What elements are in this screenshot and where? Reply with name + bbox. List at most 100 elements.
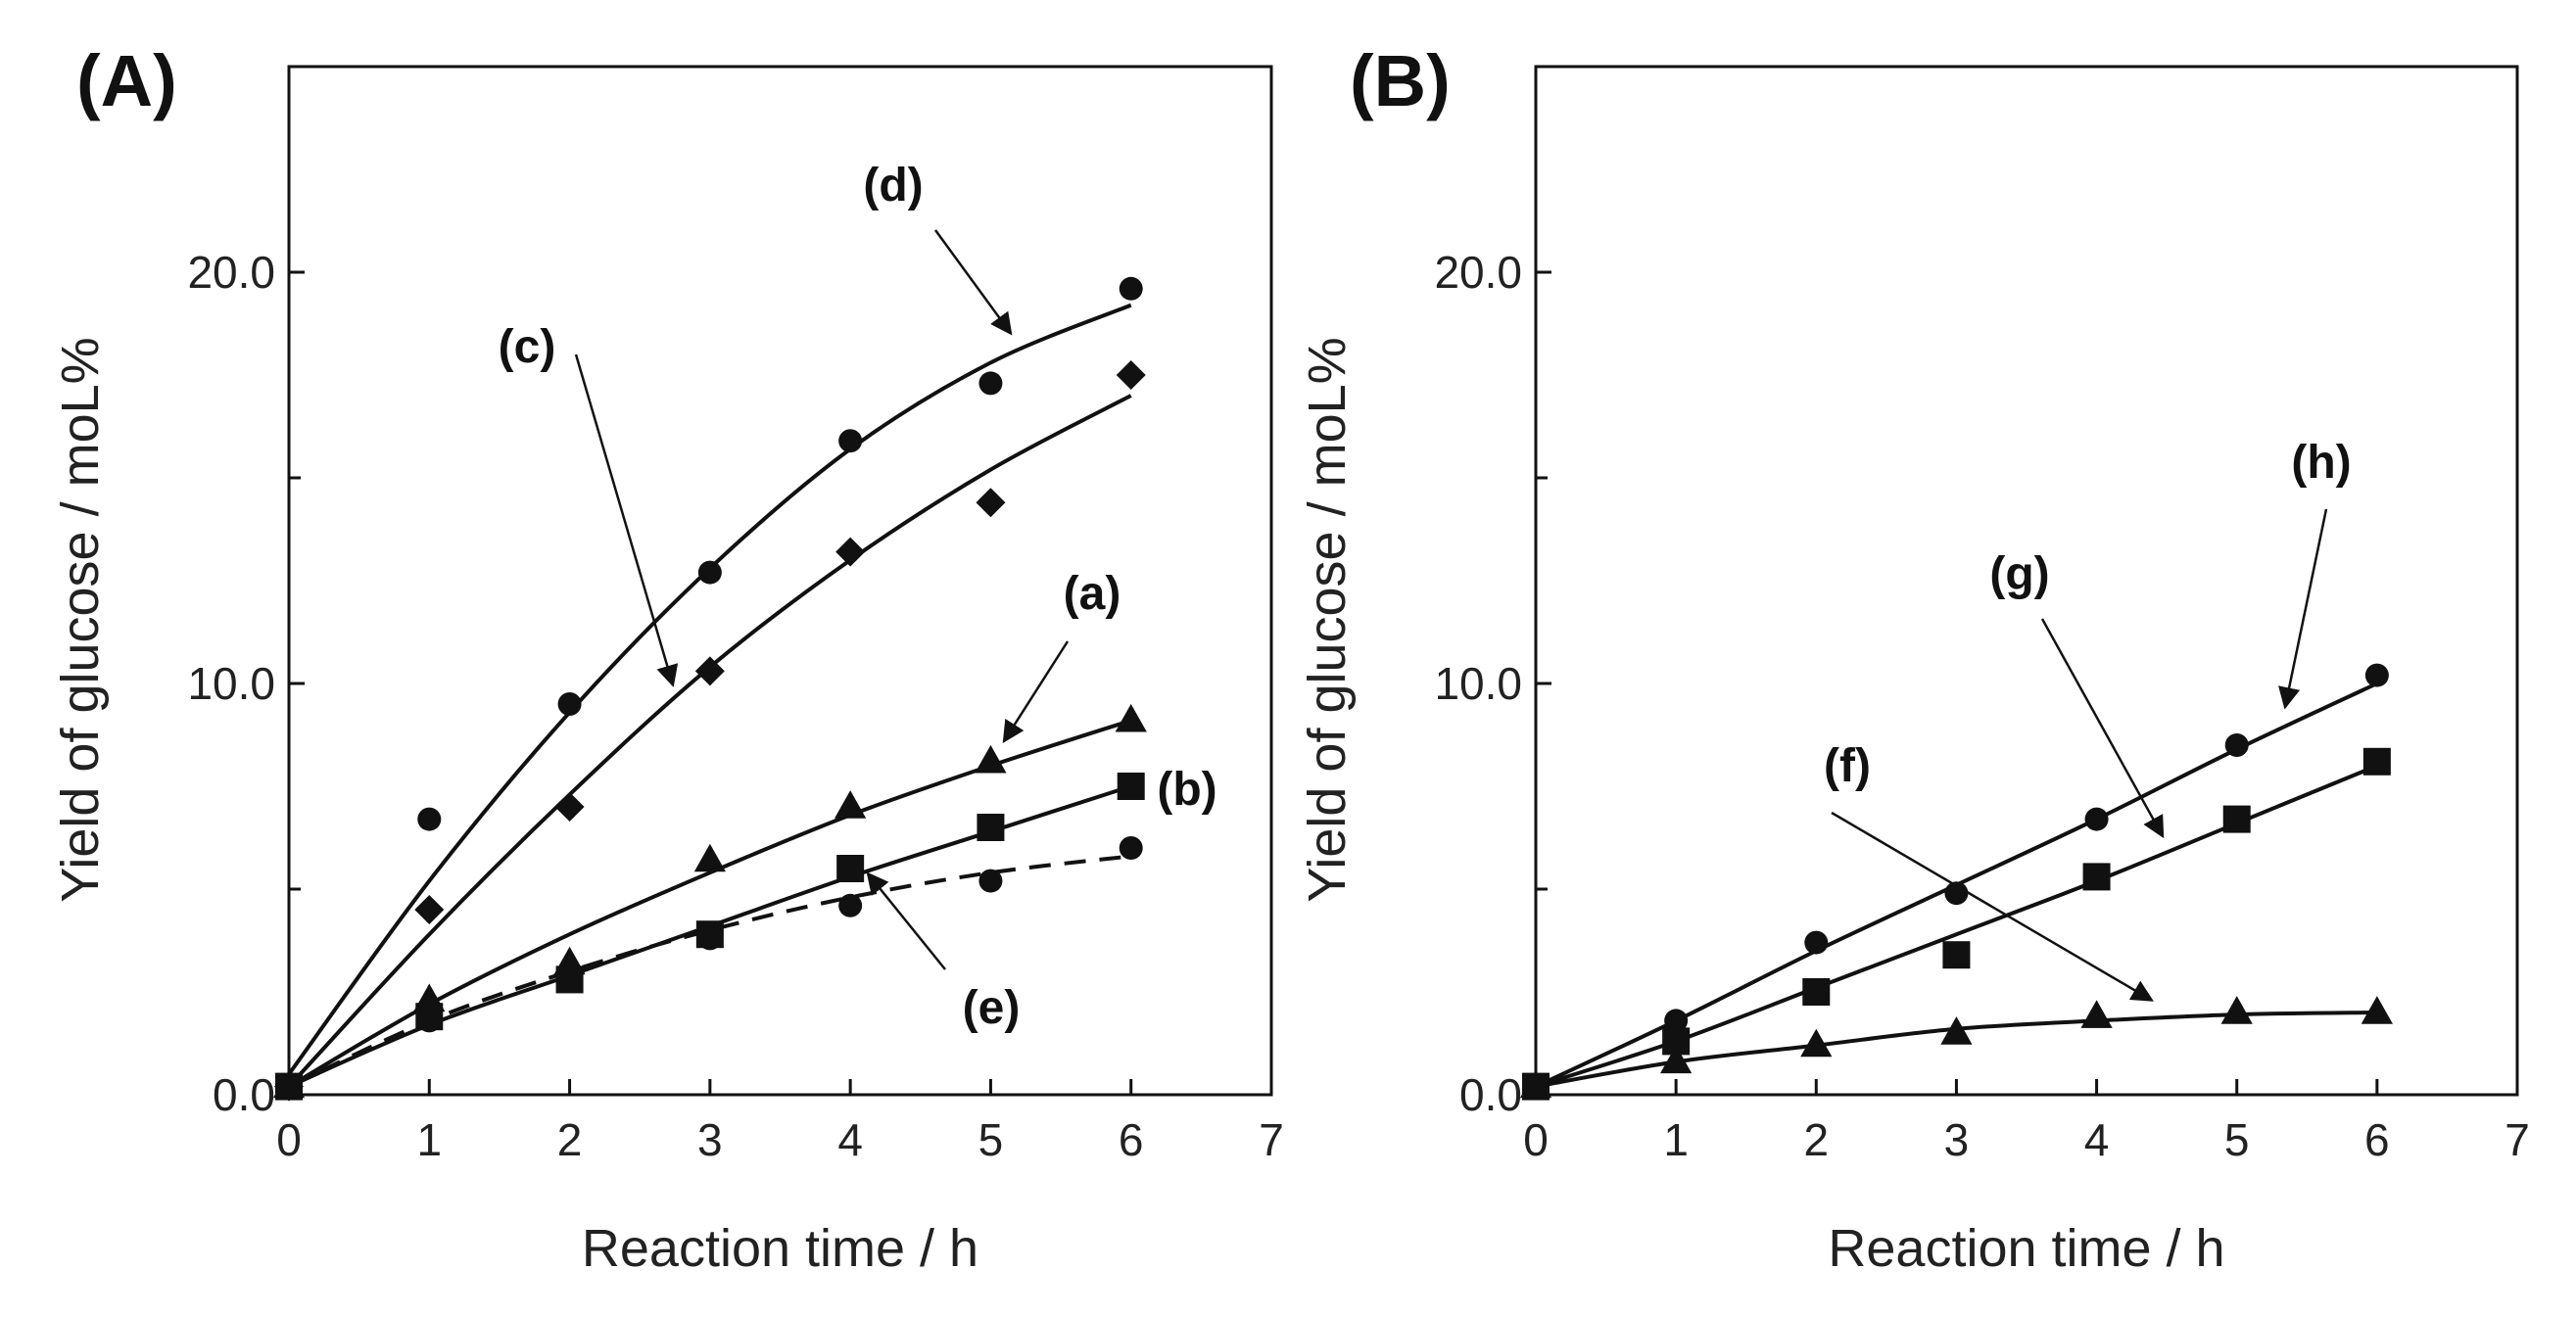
data-point: [557, 960, 582, 983]
data-point: [2084, 807, 2109, 831]
data-point: [1117, 773, 1145, 800]
data-point: [838, 429, 863, 453]
data-point: [697, 926, 722, 951]
x-tick-label: 2: [1803, 1114, 1829, 1165]
series-a: [272, 703, 1147, 1099]
data-point: [694, 656, 725, 686]
fit-curve: [288, 854, 1131, 1089]
x-tick-label: 5: [2224, 1114, 2250, 1165]
fit-curve: [287, 303, 1132, 1076]
annotation-label: (d): [863, 160, 923, 212]
y-tick-label: 0.0: [1459, 1069, 1522, 1120]
data-point: [975, 744, 1007, 774]
x-tick-label: 6: [1119, 1114, 1144, 1165]
x-tick-label: 0: [276, 1114, 302, 1165]
x-tick-label: 7: [2504, 1114, 2530, 1165]
annotation-e: (e): [866, 871, 1021, 1034]
data-point: [838, 893, 863, 917]
data-point: [1115, 703, 1147, 732]
data-point: [1660, 1045, 1693, 1074]
x-tick-label: 0: [1523, 1114, 1549, 1165]
data-point: [1804, 930, 1829, 955]
series-d: [277, 276, 1143, 1099]
panel-a: (A) 0 1 2 3 4 5 6 7 0.0 10.0 20.0 Reaction time / h Y…: [51, 40, 1284, 1278]
panel-label: (A): [76, 40, 177, 121]
data-point: [554, 792, 585, 822]
panel-label: (B): [1350, 40, 1451, 121]
x-tick-label: 4: [837, 1114, 863, 1165]
annotation-h: (h): [2278, 437, 2352, 710]
y-tick-label: 20.0: [187, 247, 275, 298]
annotation-label: (b): [1157, 764, 1216, 816]
x-tick-label: 1: [416, 1114, 442, 1165]
data-point: [2082, 863, 2111, 891]
data-point: [2364, 663, 2389, 687]
data-point: [1116, 360, 1146, 390]
data-point: [1664, 1009, 1689, 1033]
annotation-d: (d): [863, 160, 1013, 336]
panel-b: (B) 0 1 2 3 4 5 6 7 0.0 10.0 20.0 Reaction time / h Y…: [1298, 40, 2530, 1278]
annotation-arrow: [866, 871, 946, 970]
x-tick-label: 5: [978, 1114, 1004, 1165]
data-point: [417, 1009, 442, 1033]
x-axis-label: Reaction time / h: [1828, 1219, 2224, 1278]
data-point: [1802, 978, 1831, 1006]
annotation-arrow: [1831, 811, 2154, 1002]
data-point: [557, 692, 582, 716]
series-f: [1519, 996, 2393, 1099]
annotation-arrow: [2040, 618, 2165, 839]
series-g: [1522, 747, 2391, 1101]
y-tick-label: 10.0: [1434, 658, 1522, 709]
x-tick-label: 6: [2364, 1114, 2390, 1165]
x-axis-label: Reaction time / h: [582, 1219, 978, 1278]
x-tick-label: 7: [1259, 1114, 1284, 1165]
y-tick-label: 0.0: [213, 1069, 275, 1120]
data-point: [414, 895, 445, 924]
plot-frame: [287, 65, 1273, 1097]
data-point: [1800, 1028, 1833, 1058]
data-point: [836, 855, 865, 882]
x-tick-label: 4: [2084, 1114, 2110, 1165]
annotation-arrow: [1002, 640, 1070, 743]
data-point: [2222, 805, 2251, 833]
annotation-arrow: [574, 353, 679, 687]
data-point: [835, 537, 866, 567]
data-point: [697, 560, 722, 585]
annotation-label: (g): [1989, 548, 2049, 600]
annotation-arrow: [2278, 508, 2328, 710]
y-axis-label: Yield of glucose / moL%: [51, 337, 110, 902]
annotation-label: (a): [1064, 568, 1121, 620]
annotation-label: (e): [963, 982, 1021, 1034]
data-point: [2224, 733, 2249, 757]
data-point: [1119, 836, 1143, 860]
series-e: [277, 836, 1143, 1099]
annotation-g: (g): [1989, 548, 2165, 839]
y-axis-label: Yield of glucose / moL%: [1298, 337, 1357, 902]
x-tick-label: 3: [697, 1114, 723, 1165]
plot-frame: [1534, 65, 2519, 1097]
annotation-label: (f): [1824, 740, 1871, 792]
data-point: [978, 371, 1003, 396]
data-point: [2362, 747, 2391, 776]
annotation-b: (b): [1157, 764, 1216, 816]
x-tick-label: 2: [557, 1114, 583, 1165]
data-point: [2220, 996, 2253, 1024]
annotation-label: (h): [2291, 437, 2351, 489]
data-point: [693, 843, 726, 872]
x-tick-label: 1: [1663, 1114, 1689, 1165]
data-point: [2361, 996, 2393, 1024]
data-point: [978, 869, 1003, 893]
data-point: [977, 814, 1005, 841]
data-point: [1519, 1069, 1552, 1099]
x-tick-label: 3: [1944, 1114, 1970, 1165]
annotation-arrow: [933, 229, 1013, 336]
data-point: [277, 1074, 301, 1099]
data-point: [1940, 1016, 1973, 1045]
data-point: [976, 488, 1006, 518]
data-point: [417, 807, 442, 831]
data-point: [1944, 881, 1969, 906]
data-point: [1942, 941, 1971, 969]
data-point: [835, 790, 867, 819]
y-tick-label: 20.0: [1434, 247, 1522, 298]
